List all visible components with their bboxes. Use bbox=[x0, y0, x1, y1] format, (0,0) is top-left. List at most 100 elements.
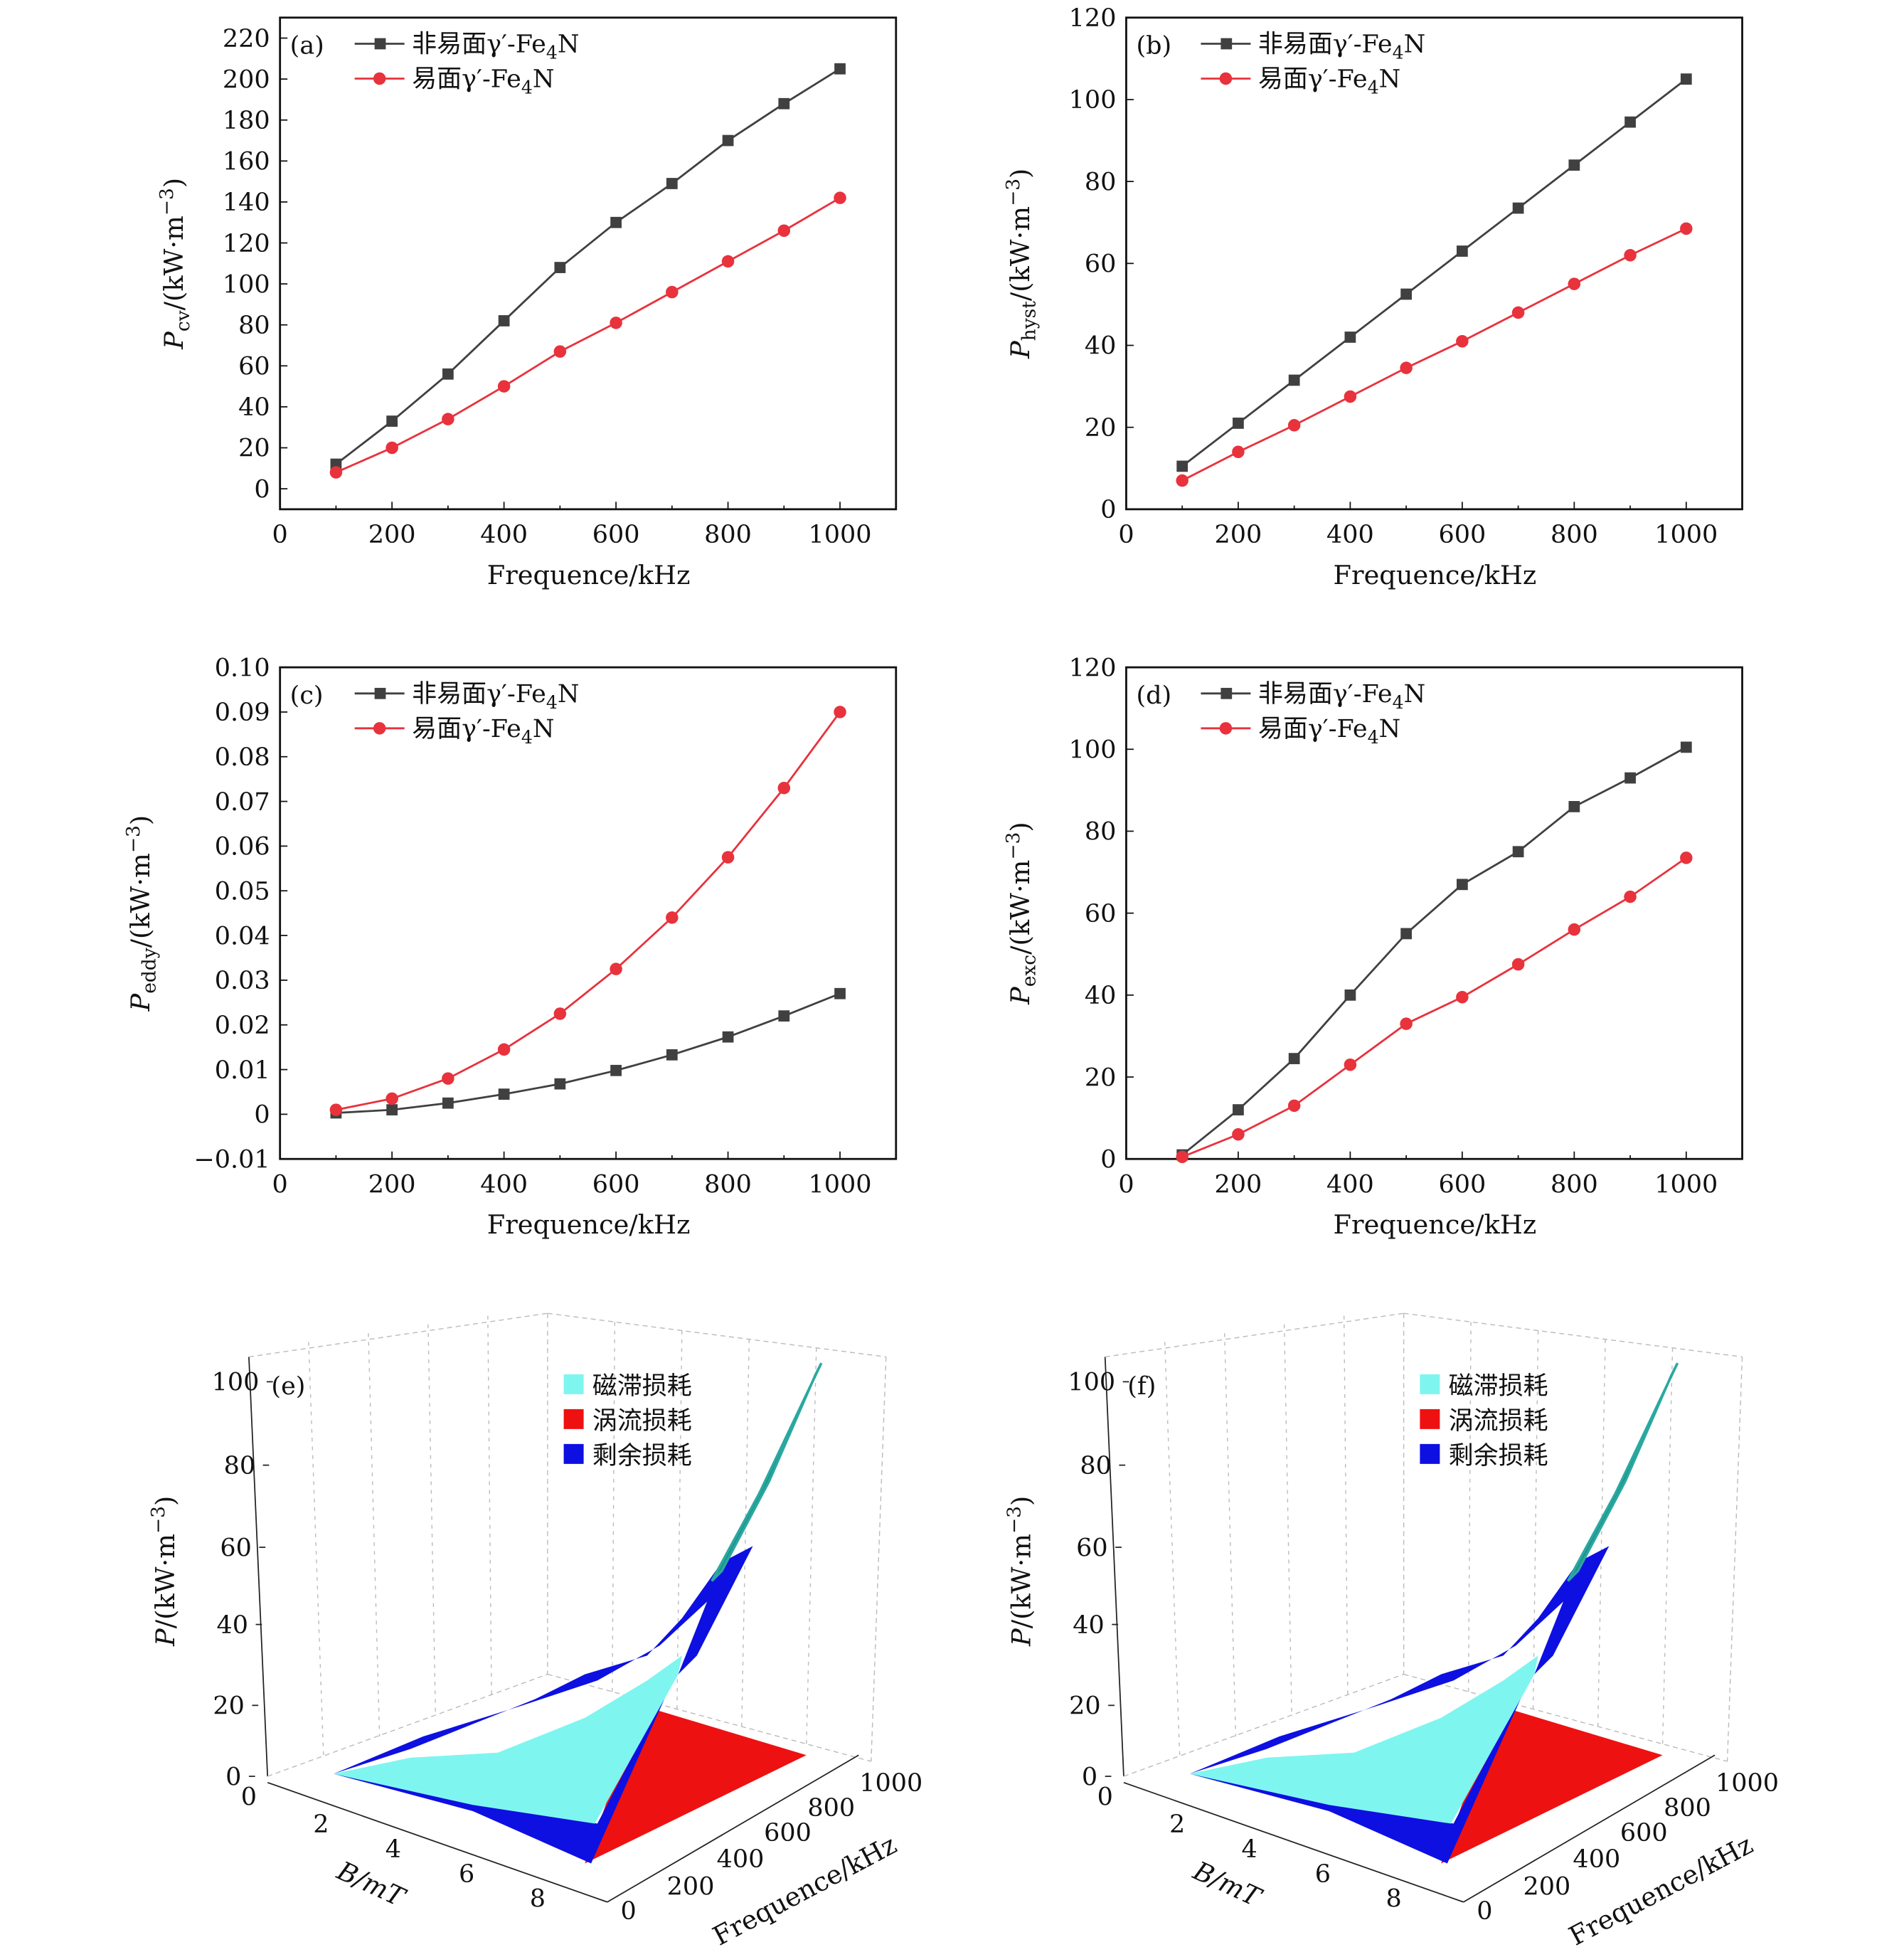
data-point-circle bbox=[777, 781, 791, 795]
b-tick-label: 8 bbox=[530, 1885, 546, 1914]
legend-label: 非易面γ′-Fe4N bbox=[1258, 31, 1425, 63]
z-axis-label: P/(kW·m−3) bbox=[1004, 1496, 1037, 1647]
legend-label: 易面γ′-Fe4N bbox=[412, 65, 554, 98]
floor-edge bbox=[1123, 1673, 1404, 1777]
panel-label: (f) bbox=[1127, 1372, 1156, 1401]
x-tick-label: 800 bbox=[704, 521, 752, 549]
data-point-circle bbox=[834, 706, 846, 718]
y-tick-label: 60 bbox=[1085, 900, 1117, 928]
y-tick-label: 0.09 bbox=[215, 699, 270, 727]
data-point-square bbox=[778, 97, 790, 110]
freq-tick-label: 200 bbox=[667, 1872, 715, 1901]
b-axis-label: B/mT bbox=[1188, 1855, 1267, 1914]
data-point-circle bbox=[1176, 474, 1188, 487]
freq-tick-label: 1000 bbox=[1716, 1769, 1779, 1798]
data-point-square bbox=[610, 1064, 622, 1076]
freq-tick-label: 600 bbox=[1620, 1819, 1668, 1847]
data-point-circle bbox=[497, 1043, 511, 1056]
y-tick-label: 80 bbox=[1085, 168, 1117, 196]
data-point-circle bbox=[1232, 1128, 1245, 1141]
data-point-square bbox=[386, 1104, 398, 1115]
y-tick-label: 20 bbox=[1085, 414, 1117, 442]
series-line-1 bbox=[1181, 856, 1687, 1158]
y-tick-label: 0.03 bbox=[215, 967, 270, 995]
x-tick-label: 0 bbox=[272, 1170, 288, 1199]
grid-line bbox=[612, 1322, 616, 1692]
z-axis-line bbox=[248, 1357, 269, 1777]
y-tick-label: 0.10 bbox=[215, 654, 270, 682]
y-axis-label: Peddy/(kW·m−3) bbox=[122, 815, 161, 1012]
data-point-circle bbox=[1456, 990, 1469, 1004]
data-point-square bbox=[386, 415, 398, 427]
grid-line bbox=[427, 1324, 437, 1717]
z-tick-label: 60 bbox=[1076, 1534, 1108, 1562]
z-tick-label: 40 bbox=[217, 1611, 249, 1640]
x-tick-label: 1000 bbox=[1654, 1170, 1718, 1199]
y-tick-label: 100 bbox=[1069, 86, 1117, 115]
data-point-circle bbox=[1400, 1017, 1413, 1030]
y-tick-label: 40 bbox=[1085, 332, 1117, 361]
y-tick-label: 80 bbox=[1085, 818, 1117, 847]
y-tick-label: 140 bbox=[223, 189, 270, 217]
chart-panel-a: 0 200 400 600 800 1000 0 20 40 60 80 100 120 140 160 18… bbox=[156, 16, 898, 590]
data-point-circle bbox=[1176, 1150, 1188, 1164]
y-tick-label: 60 bbox=[238, 353, 270, 381]
legend-label: 非易面γ′-Fe4N bbox=[412, 680, 579, 713]
data-point-square bbox=[1512, 846, 1524, 858]
y-tick-label: 0 bbox=[254, 475, 270, 504]
z-tick-label: 0 bbox=[1082, 1763, 1097, 1791]
legend-marker-square bbox=[374, 687, 386, 699]
y-tick-label: 40 bbox=[1085, 982, 1117, 1010]
data-point-square bbox=[666, 178, 678, 189]
data-point-square bbox=[1680, 73, 1692, 85]
data-point-circle bbox=[385, 1092, 398, 1105]
data-point-square bbox=[834, 987, 846, 999]
legend-label: 非易面γ′-Fe4N bbox=[412, 31, 579, 63]
b-tick-label: 8 bbox=[1386, 1885, 1402, 1914]
z-tick-label: 60 bbox=[220, 1534, 252, 1562]
grid-line bbox=[487, 1315, 492, 1697]
data-point-circle bbox=[1232, 445, 1245, 458]
z-tick-label: 100 bbox=[1068, 1369, 1115, 1397]
data-point-circle bbox=[442, 1072, 454, 1085]
x-tick-label: 200 bbox=[368, 1170, 416, 1199]
surface-residual-loss-lower bbox=[1189, 1667, 1535, 1864]
legend-label: 磁滞损耗 bbox=[1449, 1372, 1548, 1401]
freq-tick-label: 800 bbox=[807, 1794, 855, 1823]
y-tick-label: 40 bbox=[238, 393, 270, 422]
data-point-square bbox=[1288, 374, 1300, 386]
data-point-square bbox=[722, 1031, 734, 1043]
legend-swatch bbox=[563, 1409, 584, 1429]
x-tick-label: 800 bbox=[1551, 521, 1598, 549]
grid-line bbox=[1164, 1342, 1181, 1757]
legend-label: 磁滞损耗 bbox=[592, 1372, 692, 1401]
right-edge bbox=[871, 1357, 887, 1762]
z-tick-label: 40 bbox=[1073, 1611, 1105, 1640]
surface-residual-loss-wing bbox=[1534, 1546, 1610, 1675]
data-point-square bbox=[610, 216, 622, 228]
data-point-square bbox=[1344, 331, 1356, 343]
y-tick-label: 0 bbox=[1100, 1145, 1116, 1174]
y-tick-label: 100 bbox=[1069, 736, 1117, 765]
x-tick-label: 200 bbox=[1215, 521, 1262, 549]
z-axis-line bbox=[1104, 1357, 1124, 1777]
z-tick-label: 0 bbox=[225, 1763, 241, 1791]
plot-frame bbox=[1125, 16, 1743, 511]
data-point-circle bbox=[666, 911, 679, 924]
data-point-circle bbox=[553, 1007, 567, 1020]
legend-marker-circle bbox=[1219, 722, 1233, 735]
data-point-circle bbox=[1400, 361, 1413, 374]
b-tick-label: 6 bbox=[459, 1860, 474, 1889]
panel-label: (e) bbox=[271, 1372, 305, 1401]
data-point-circle bbox=[834, 191, 846, 204]
freq-tick-label: 400 bbox=[717, 1845, 765, 1874]
z-tick-label: 80 bbox=[1080, 1452, 1112, 1480]
x-tick-label: 600 bbox=[1438, 521, 1486, 549]
freq-tick-label: 800 bbox=[1664, 1794, 1711, 1823]
data-point-circle bbox=[666, 285, 679, 299]
data-point-square bbox=[498, 1088, 510, 1100]
b-tick-label: 6 bbox=[1315, 1860, 1331, 1889]
b-tick-label: 4 bbox=[1242, 1835, 1257, 1864]
